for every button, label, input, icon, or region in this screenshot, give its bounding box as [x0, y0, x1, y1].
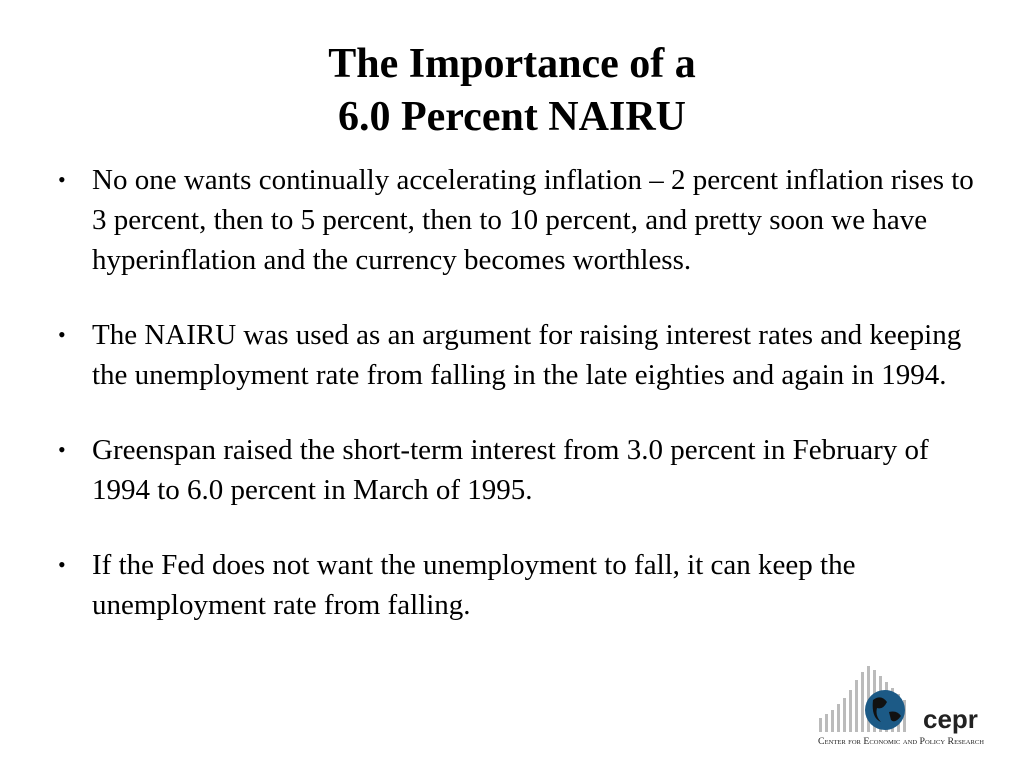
logo-continents — [872, 697, 901, 722]
logo-globe — [865, 690, 905, 730]
bullet-list: No one wants continually accelerating in… — [52, 160, 992, 660]
bullet: Greenspan raised the short-term interest… — [52, 430, 992, 510]
title-line: 6.0 Percent NAIRU — [338, 94, 686, 140]
slide-title: The Importance of a 6.0 Percent NAIRU — [0, 38, 1024, 144]
bullet: The NAIRU was used as an argument for ra… — [52, 315, 992, 395]
logo: cepr Center for Economic and Policy Rese… — [818, 666, 985, 746]
title-line: The Importance of a — [328, 41, 696, 87]
bullet: If the Fed does not want the unemploymen… — [52, 545, 992, 625]
logo-full-name: Center for Economic and Policy Research — [818, 736, 985, 746]
logo-name: cepr — [923, 704, 978, 734]
bullet: No one wants continually accelerating in… — [52, 160, 992, 280]
